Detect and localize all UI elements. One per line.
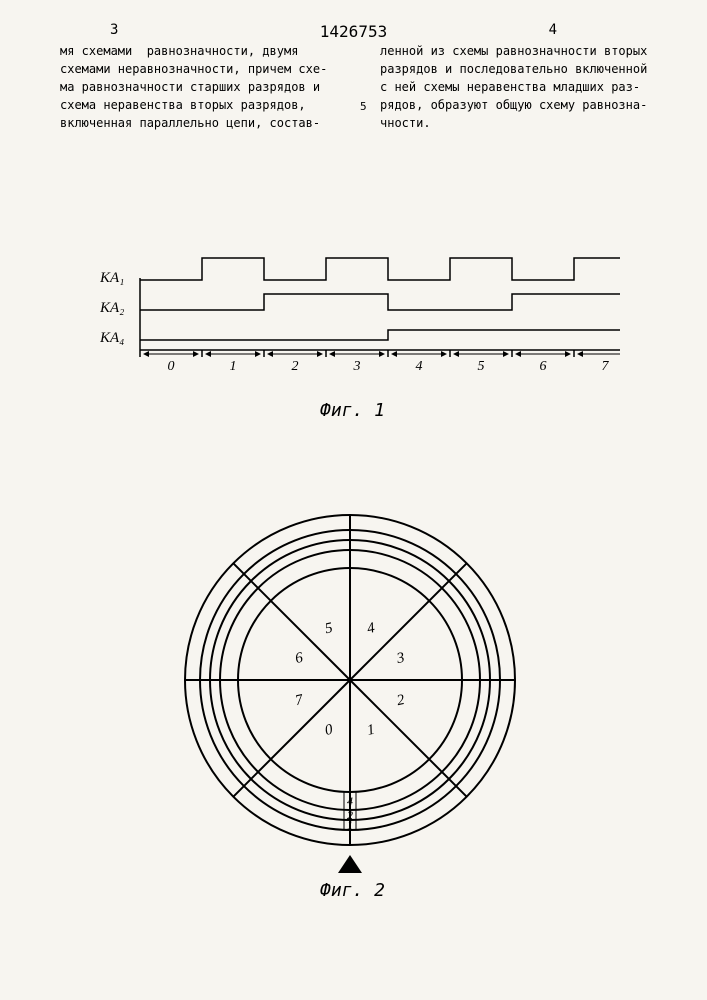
- patent-number: 1426753: [320, 22, 387, 41]
- svg-text:2: 2: [292, 359, 299, 374]
- disk-diagram: 01234567124: [180, 510, 520, 890]
- svg-text:KA₄: KA₄: [100, 330, 124, 346]
- svg-text:4: 4: [366, 620, 377, 637]
- svg-text:4: 4: [416, 359, 423, 374]
- svg-text:3: 3: [394, 650, 406, 667]
- svg-text:6: 6: [294, 650, 305, 667]
- svg-text:0: 0: [168, 359, 175, 374]
- page-number-left: 3: [110, 22, 118, 38]
- figure-2-caption: Фиг. 2: [320, 880, 385, 901]
- svg-text:0: 0: [324, 722, 335, 739]
- svg-text:KA₂: KA₂: [100, 300, 124, 316]
- svg-text:2: 2: [347, 808, 353, 822]
- svg-text:5: 5: [324, 620, 335, 637]
- svg-text:1: 1: [230, 359, 237, 374]
- page-number-right: 4: [549, 22, 557, 38]
- svg-text:4: 4: [347, 794, 353, 808]
- svg-text:3: 3: [353, 359, 361, 374]
- body-text-right-column: ленной из схемы равнозначности вторых ра…: [380, 42, 680, 132]
- svg-text:7: 7: [294, 692, 306, 710]
- svg-text:2: 2: [395, 692, 406, 709]
- svg-text:7: 7: [602, 359, 610, 374]
- body-text-left-column: мя схемами равнозначности, двумя схемами…: [60, 42, 360, 132]
- svg-text:1: 1: [366, 722, 377, 739]
- margin-line-number: 5: [360, 100, 367, 113]
- svg-text:5: 5: [478, 359, 485, 374]
- svg-text:6: 6: [540, 359, 547, 374]
- figure-1-caption: Фиг. 1: [320, 400, 385, 421]
- timing-diagram: KA₁ KA₂ KA₄ 0 1 2 3 4 5 6 7: [100, 250, 620, 380]
- svg-text:KA₁: KA₁: [100, 270, 124, 286]
